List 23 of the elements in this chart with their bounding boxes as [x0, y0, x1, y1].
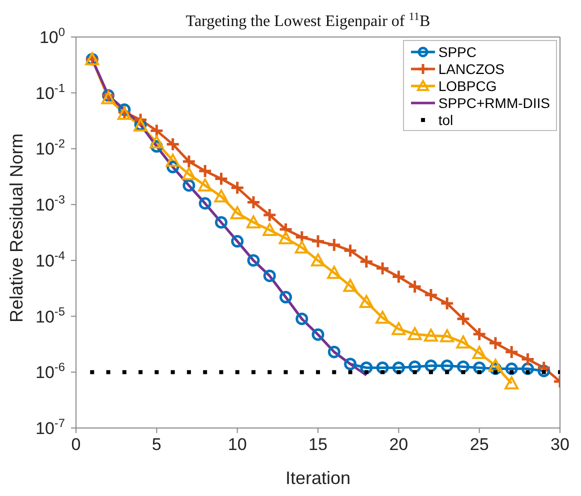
y-tick-label: 10$^{-1}$: [36, 80, 66, 103]
legend-label: tol: [438, 112, 454, 128]
x-tick-label: 15: [308, 435, 328, 454]
y-tick-label: 10$^{-3}$: [36, 192, 66, 215]
x-tick-label: 30: [550, 435, 570, 454]
y-tick-label: 10$^{-5}$: [36, 304, 66, 326]
y-tick-label: 10$^{-6}$: [36, 360, 66, 382]
y-tick-label: 10$^{-2}$: [36, 136, 66, 159]
x-tick-label: 20: [389, 435, 408, 454]
x-tick-label: 0: [71, 435, 81, 454]
legend-label: LOBPCG: [438, 78, 497, 94]
y-tick-label: 10$^{-7}$: [36, 416, 66, 438]
y-axis-title: Relative Residual Norm: [6, 133, 26, 322]
y-tick-label: 10$^{0}$: [39, 25, 66, 47]
y-tick-label: 10$^{-4}$: [36, 248, 66, 270]
x-tick-label: 5: [152, 435, 162, 454]
chart-title: Targeting the Lowest Eigenpair of $^{11}$B: [186, 11, 430, 30]
x-axis-title: Iteration: [285, 468, 351, 488]
x-tick-label: 10: [228, 435, 247, 454]
legend-label: LANCZOS: [438, 60, 504, 76]
legend-label: SPPC: [438, 44, 476, 60]
legend-label: SPPC+RMM-DIIS: [438, 94, 550, 110]
x-tick-label: 25: [470, 435, 489, 454]
